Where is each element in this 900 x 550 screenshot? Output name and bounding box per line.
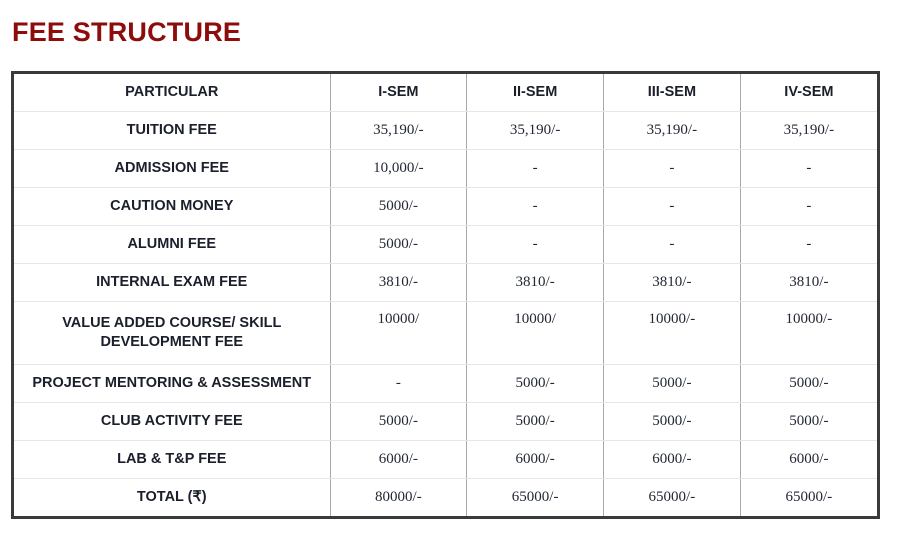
table-row-total: TOTAL (₹) 80000/- 65000/- 65000/- 65000/…: [14, 478, 877, 516]
cell-ii-sem: 5000/-: [466, 402, 604, 441]
fee-structure-table-container: PARTICULAR I-SEM II-SEM III-SEM IV-SEM T…: [11, 71, 880, 519]
cell-ii-sem: -: [466, 149, 604, 188]
cell-iii-sem: 5000/-: [603, 364, 741, 403]
row-label: PROJECT MENTORING & ASSESSMENT: [14, 364, 331, 403]
cell-iii-sem: 3810/-: [603, 263, 741, 302]
cell-ii-sem: 10000/: [466, 301, 604, 365]
cell-i-sem: 10000/: [330, 301, 468, 365]
table-row: LAB & T&P FEE 6000/- 6000/- 6000/- 6000/…: [14, 440, 877, 479]
cell-ii-sem: -: [466, 225, 604, 264]
cell-iii-sem: -: [603, 187, 741, 226]
cell-ii-sem: 3810/-: [466, 263, 604, 302]
row-label-total: TOTAL (₹): [14, 478, 331, 516]
column-header-iv-sem: IV-SEM: [740, 74, 877, 112]
cell-iv-sem: 10000/-: [740, 301, 877, 365]
cell-iv-sem: 5000/-: [740, 364, 877, 403]
column-header-i-sem: I-SEM: [330, 74, 468, 112]
cell-iv-sem: -: [740, 225, 877, 264]
cell-ii-sem: 6000/-: [466, 440, 604, 479]
table-row: INTERNAL EXAM FEE 3810/- 3810/- 3810/- 3…: [14, 263, 877, 302]
table-header: PARTICULAR I-SEM II-SEM III-SEM IV-SEM: [14, 74, 877, 112]
cell-iv-sem: 5000/-: [740, 402, 877, 441]
table-row: ADMISSION FEE 10,000/- - - -: [14, 149, 877, 188]
row-label: VALUE ADDED COURSE/ SKILL DEVELOPMENT FE…: [14, 301, 331, 365]
table-body: TUITION FEE 35,190/- 35,190/- 35,190/- 3…: [14, 111, 877, 516]
cell-i-sem: 5000/-: [330, 225, 468, 264]
cell-i-sem: 5000/-: [330, 187, 468, 226]
cell-ii-sem: 35,190/-: [466, 111, 604, 150]
cell-i-sem: 5000/-: [330, 402, 468, 441]
cell-total-iii-sem: 65000/-: [603, 478, 741, 516]
cell-iv-sem: 35,190/-: [740, 111, 877, 150]
cell-iii-sem: 5000/-: [603, 402, 741, 441]
table-row: CAUTION MONEY 5000/- - - -: [14, 187, 877, 226]
row-label: LAB & T&P FEE: [14, 440, 331, 479]
table-row: CLUB ACTIVITY FEE 5000/- 5000/- 5000/- 5…: [14, 402, 877, 441]
column-header-particular: PARTICULAR: [14, 74, 331, 112]
table-row: VALUE ADDED COURSE/ SKILL DEVELOPMENT FE…: [14, 301, 877, 365]
cell-i-sem: 10,000/-: [330, 149, 468, 188]
cell-iv-sem: -: [740, 149, 877, 188]
table-row: TUITION FEE 35,190/- 35,190/- 35,190/- 3…: [14, 111, 877, 150]
row-label: INTERNAL EXAM FEE: [14, 263, 331, 302]
row-label: CAUTION MONEY: [14, 187, 331, 226]
cell-total-iv-sem: 65000/-: [785, 488, 833, 505]
cell-i-sem: 3810/-: [330, 263, 468, 302]
column-header-iii-sem: III-SEM: [603, 74, 741, 112]
row-label: ALUMNI FEE: [14, 225, 331, 264]
cell-iii-sem: 35,190/-: [603, 111, 741, 150]
cell-i-sem: 35,190/-: [330, 111, 468, 150]
cell-iii-sem: -: [603, 225, 741, 264]
table-header-row: PARTICULAR I-SEM II-SEM III-SEM IV-SEM: [14, 74, 877, 112]
cell-iii-sem: -: [603, 149, 741, 188]
cell-iii-sem: 10000/-: [603, 301, 741, 365]
cell-ii-sem: 5000/-: [466, 364, 604, 403]
table-row: PROJECT MENTORING & ASSESSMENT - 5000/- …: [14, 364, 877, 403]
row-label: ADMISSION FEE: [14, 149, 331, 188]
cell-iii-sem: 6000/-: [603, 440, 741, 479]
fee-structure-table: PARTICULAR I-SEM II-SEM III-SEM IV-SEM T…: [14, 74, 877, 516]
cell-total-ii-sem: 65000/-: [466, 478, 604, 516]
cell-ii-sem: -: [466, 187, 604, 226]
cell-iv-sem: -: [740, 187, 877, 226]
cell-i-sem: -: [330, 364, 468, 403]
row-label: TUITION FEE: [14, 111, 331, 150]
cell-iv-sem: 6000/-: [740, 440, 877, 479]
cell-i-sem: 6000/-: [330, 440, 468, 479]
column-header-ii-sem: II-SEM: [466, 74, 604, 112]
cell-iv-sem: 3810/-: [740, 263, 877, 302]
page-title: FEE STRUCTURE: [12, 17, 242, 47]
row-label: CLUB ACTIVITY FEE: [14, 402, 331, 441]
table-row: ALUMNI FEE 5000/- - - -: [14, 225, 877, 264]
cell-total-i-sem: 80000/-: [330, 478, 468, 516]
